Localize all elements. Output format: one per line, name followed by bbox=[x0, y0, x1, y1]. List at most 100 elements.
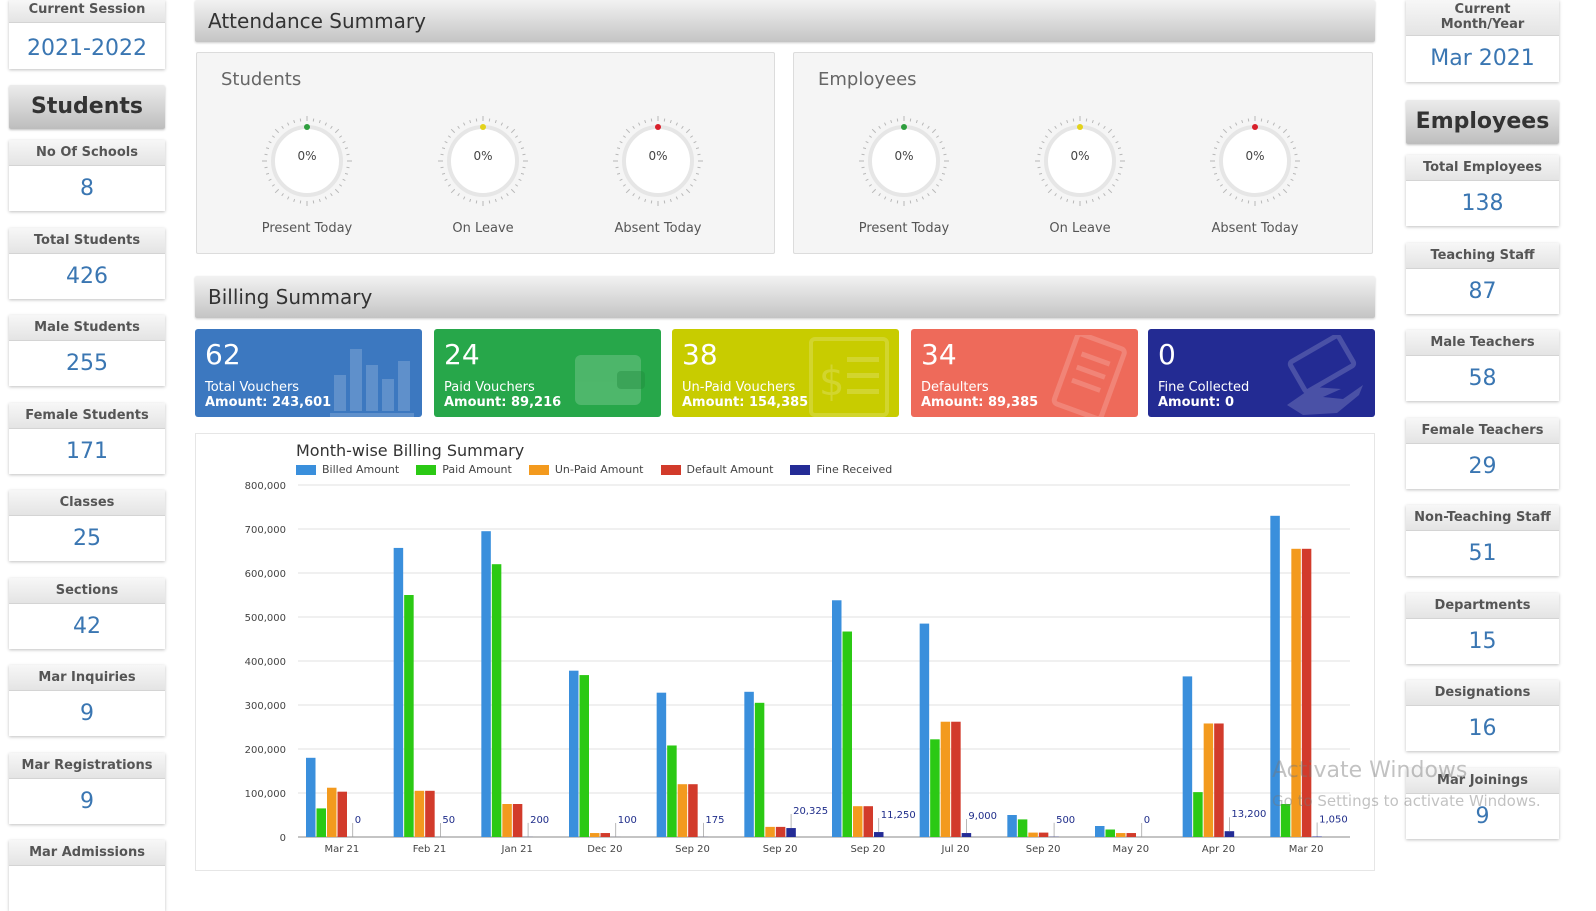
current-month-label: Current Month/Year bbox=[1406, 0, 1559, 36]
bar-billed-amount bbox=[394, 548, 404, 837]
x-tick-label: Sep 20 bbox=[850, 844, 885, 855]
y-tick-label: 200,000 bbox=[245, 745, 286, 756]
bar-paid-amount bbox=[404, 595, 414, 837]
bar-paid-amount bbox=[667, 745, 677, 837]
bar-default-amount bbox=[776, 827, 786, 837]
y-tick-label: 400,000 bbox=[245, 657, 286, 668]
stat-label: Sections bbox=[9, 578, 165, 604]
stat-label: Classes bbox=[9, 490, 165, 516]
employees-section-title: Employees bbox=[1406, 100, 1559, 144]
chart-legend: Billed Amount Paid Amount Un-Paid Amount De… bbox=[296, 463, 909, 476]
legend-label: Fine Received bbox=[816, 463, 892, 476]
bar-billed-amount bbox=[832, 600, 842, 837]
bar-un-paid-amount bbox=[1028, 833, 1038, 837]
stat-label: Mar Admissions bbox=[9, 840, 165, 866]
gauge-label: On Leave bbox=[1020, 221, 1140, 236]
x-tick-label: Apr 20 bbox=[1202, 844, 1235, 855]
activate-windows-watermark: Activate Windows bbox=[1272, 758, 1467, 783]
data-label: 500 bbox=[1056, 815, 1075, 826]
bar-un-paid-amount bbox=[1204, 723, 1214, 837]
bar-billed-amount bbox=[657, 693, 667, 837]
bar-un-paid-amount bbox=[941, 722, 951, 837]
legend-item-un-paid-amount[interactable]: Un-Paid Amount bbox=[529, 463, 644, 476]
billing-card-amount: Amount: 0 bbox=[1158, 395, 1365, 410]
data-label: 13,200 bbox=[1231, 809, 1266, 820]
gauge-label: On Leave bbox=[423, 221, 543, 236]
attendance-summary-header: Attendance Summary bbox=[195, 0, 1375, 42]
data-label: 200 bbox=[530, 815, 549, 826]
current-month-value: Mar 2021 bbox=[1406, 36, 1559, 82]
legend-item-fine-received[interactable]: Fine Received bbox=[790, 463, 892, 476]
gauge-label: Present Today bbox=[844, 221, 964, 236]
x-tick-label: Feb 21 bbox=[413, 844, 447, 855]
chart-title: Month-wise Billing Summary bbox=[296, 441, 524, 460]
billing-card-count: 24 bbox=[444, 339, 651, 371]
legend-label: Default Amount bbox=[687, 463, 774, 476]
legend-swatch bbox=[529, 465, 549, 475]
gauge-label: Absent Today bbox=[598, 221, 718, 236]
billing-card-label: Fine Collected bbox=[1158, 380, 1365, 395]
gauge-on-leave: 0%On Leave bbox=[423, 113, 543, 236]
x-tick-label: Jan 21 bbox=[501, 844, 533, 855]
bar-paid-amount bbox=[580, 675, 590, 837]
amount-value: 243,601 bbox=[272, 395, 331, 410]
bar-billed-amount bbox=[306, 758, 316, 837]
gauge-present-today: 0% Present Today bbox=[844, 113, 964, 236]
gauge-absent-today: 0%Absent Today bbox=[1195, 113, 1315, 236]
bar-default-amount bbox=[1214, 723, 1224, 837]
bar-fine-received bbox=[962, 833, 972, 837]
legend-item-billed-amount[interactable]: Billed Amount bbox=[296, 463, 399, 476]
bar-billed-amount bbox=[481, 531, 491, 837]
gauge-indicator bbox=[480, 124, 486, 130]
stat-value: 171 bbox=[9, 429, 165, 474]
y-tick-label: 0 bbox=[280, 833, 286, 844]
gauge-value: 0% bbox=[1195, 149, 1315, 163]
y-tick-label: 300,000 bbox=[245, 701, 286, 712]
stat-label: Mar Inquiries bbox=[9, 665, 165, 691]
x-tick-label: Jul 20 bbox=[941, 844, 970, 855]
bar-default-amount bbox=[864, 806, 874, 837]
bar-un-paid-amount bbox=[1116, 833, 1126, 837]
stat-value: 138 bbox=[1406, 181, 1559, 226]
amount-label: Amount: bbox=[444, 395, 506, 410]
amount-value: 154,385 bbox=[749, 395, 808, 410]
legend-item-default-amount[interactable]: Default Amount bbox=[661, 463, 774, 476]
bar-paid-amount bbox=[1106, 830, 1116, 837]
stat-label: Male Teachers bbox=[1406, 330, 1559, 356]
bar-billed-amount bbox=[744, 692, 754, 837]
bar-un-paid-amount bbox=[590, 833, 600, 837]
legend-swatch bbox=[296, 465, 316, 475]
billing-card-amount: Amount: 243,601 bbox=[205, 395, 412, 410]
stat-label: Total Employees bbox=[1406, 155, 1559, 181]
data-label: 100 bbox=[618, 815, 637, 826]
amount-label: Amount: bbox=[1158, 395, 1220, 410]
bar-default-amount bbox=[601, 833, 611, 837]
gauge-indicator bbox=[1077, 124, 1083, 130]
gauge-value: 0% bbox=[844, 149, 964, 163]
data-label: 0 bbox=[355, 815, 361, 826]
stat-value: 29 bbox=[1406, 444, 1559, 489]
bar-billed-amount bbox=[1270, 516, 1280, 837]
y-tick-label: 100,000 bbox=[245, 789, 286, 800]
stat-value: 58 bbox=[1406, 356, 1559, 401]
bar-default-amount bbox=[513, 804, 523, 837]
stat-value: 426 bbox=[9, 254, 165, 299]
stat-label: Departments bbox=[1406, 593, 1559, 619]
stat-label: Teaching Staff bbox=[1406, 243, 1559, 269]
gauge-indicator bbox=[655, 124, 661, 130]
bar-un-paid-amount bbox=[678, 784, 688, 837]
legend-item-paid-amount[interactable]: Paid Amount bbox=[416, 463, 512, 476]
